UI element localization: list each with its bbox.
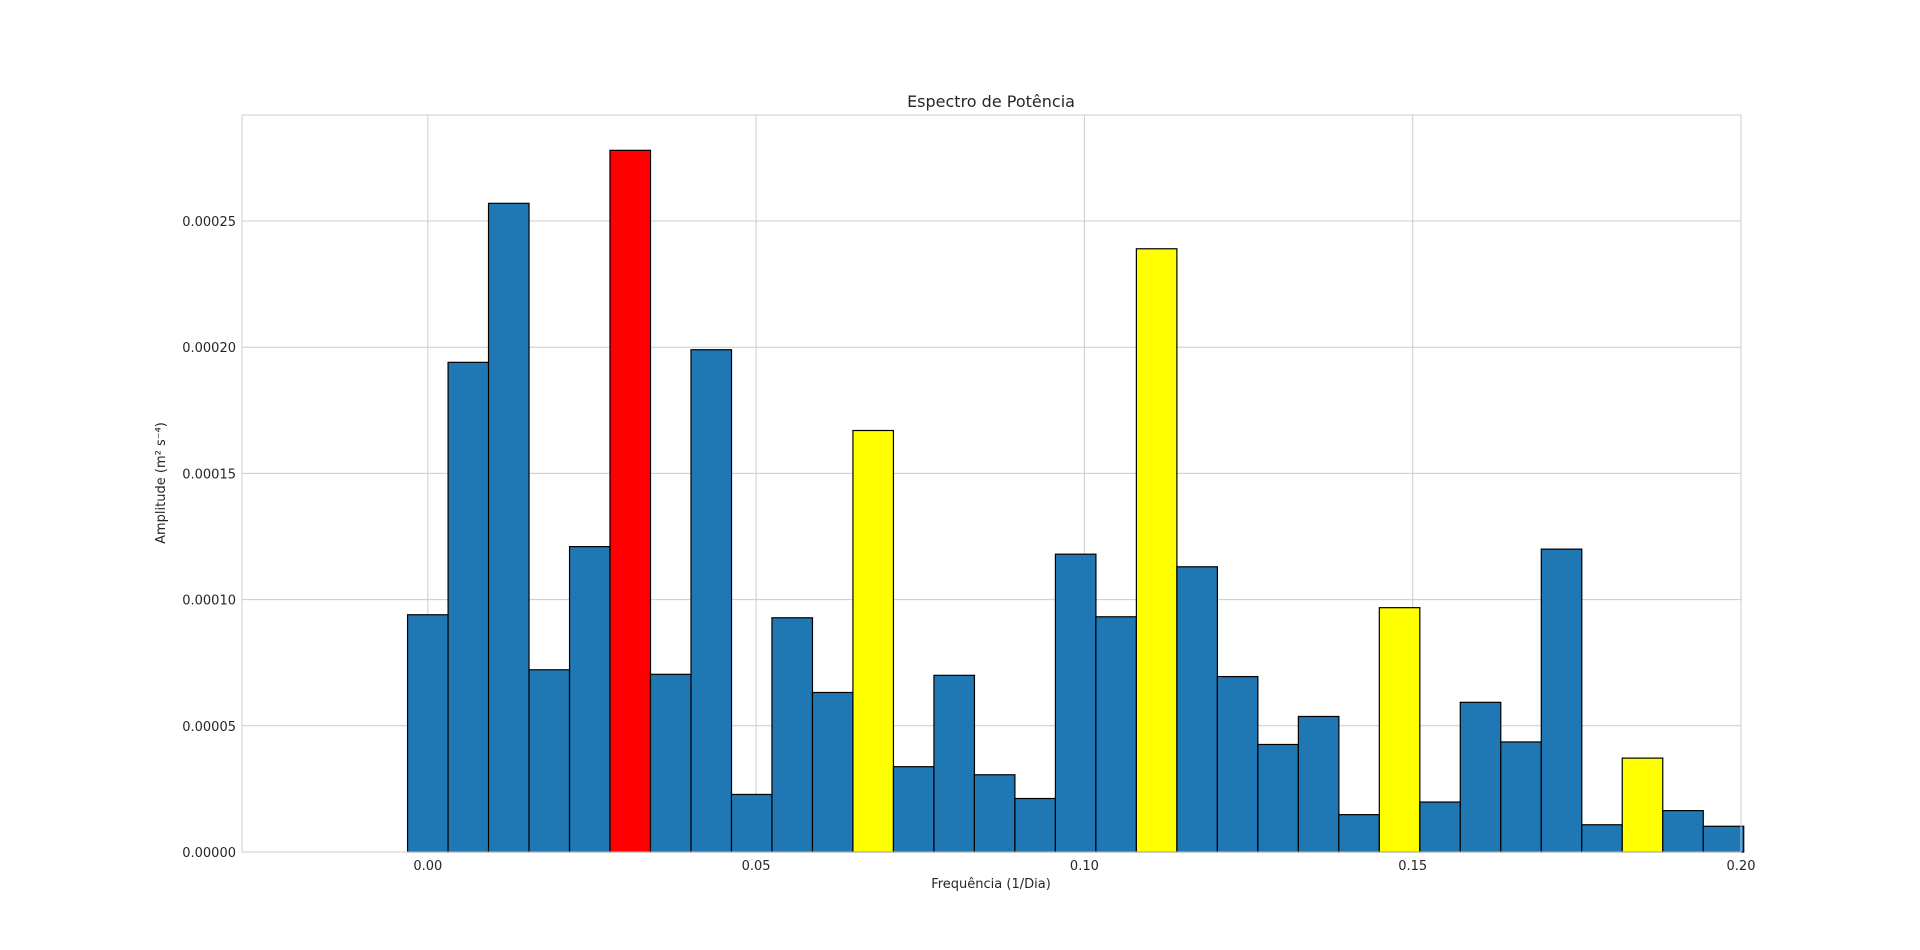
bar-0: [406, 614, 449, 853]
y-tick-label: 0.00020: [182, 341, 236, 356]
bar-14: [973, 774, 1016, 853]
x-tick-labels: 0.00 0.05 0.10 0.15 0.20: [413, 859, 1755, 874]
bar-32: [1702, 825, 1745, 853]
bar-21: [1257, 743, 1299, 853]
x-tick-label: 0.00: [413, 859, 442, 874]
bar-11: [852, 429, 895, 853]
x-tick-label: 0.05: [742, 859, 771, 874]
x-tick-label: 0.15: [1398, 859, 1427, 874]
x-tick-label: 0.20: [1727, 859, 1756, 874]
bar-15: [1014, 797, 1057, 853]
bars: [406, 149, 1745, 853]
y-tick-label: 0.00005: [182, 720, 236, 735]
bar-1: [447, 361, 490, 853]
y-axis-label: Amplitude (m² s⁻⁴): [154, 422, 169, 544]
bar-9: [771, 617, 814, 853]
bar-30: [1621, 757, 1664, 853]
chart-title: Espectro de Potência: [907, 92, 1075, 111]
bar-19: [1176, 566, 1219, 853]
y-tick-label: 0.00015: [182, 467, 236, 482]
bar-18: [1135, 248, 1178, 853]
bar-23: [1338, 814, 1380, 853]
bar-27: [1500, 741, 1542, 853]
bar-5: [609, 149, 652, 853]
bar-31: [1662, 810, 1704, 853]
bar-3: [528, 669, 571, 853]
bar-26: [1459, 701, 1502, 853]
bar-13: [933, 674, 976, 853]
bar-25: [1419, 801, 1461, 853]
bar-8: [730, 793, 773, 853]
x-axis-label: Frequência (1/Dia): [931, 877, 1051, 892]
bar-7: [690, 349, 733, 853]
bar-12: [892, 766, 935, 853]
y-tick-label: 0.00010: [182, 594, 236, 609]
bar-24: [1378, 607, 1421, 853]
y-tick-label: 0.00025: [182, 215, 236, 230]
bar-6: [649, 673, 692, 853]
y-tick-labels: 0.00000 0.00005 0.00010 0.00015 0.00020 0.000…: [182, 215, 236, 861]
bar-2: [487, 202, 530, 853]
x-tick-label: 0.10: [1070, 859, 1099, 874]
bar-29: [1581, 824, 1623, 853]
plot-frame: [241, 114, 1742, 853]
y-tick-label: 0.00000: [182, 846, 236, 861]
bar-4: [568, 545, 611, 853]
bar-22: [1297, 715, 1340, 853]
bar-16: [1054, 553, 1097, 853]
bar-28: [1540, 548, 1583, 853]
bar-10: [811, 691, 854, 853]
bar-20: [1216, 675, 1259, 853]
bar-17: [1095, 616, 1137, 853]
